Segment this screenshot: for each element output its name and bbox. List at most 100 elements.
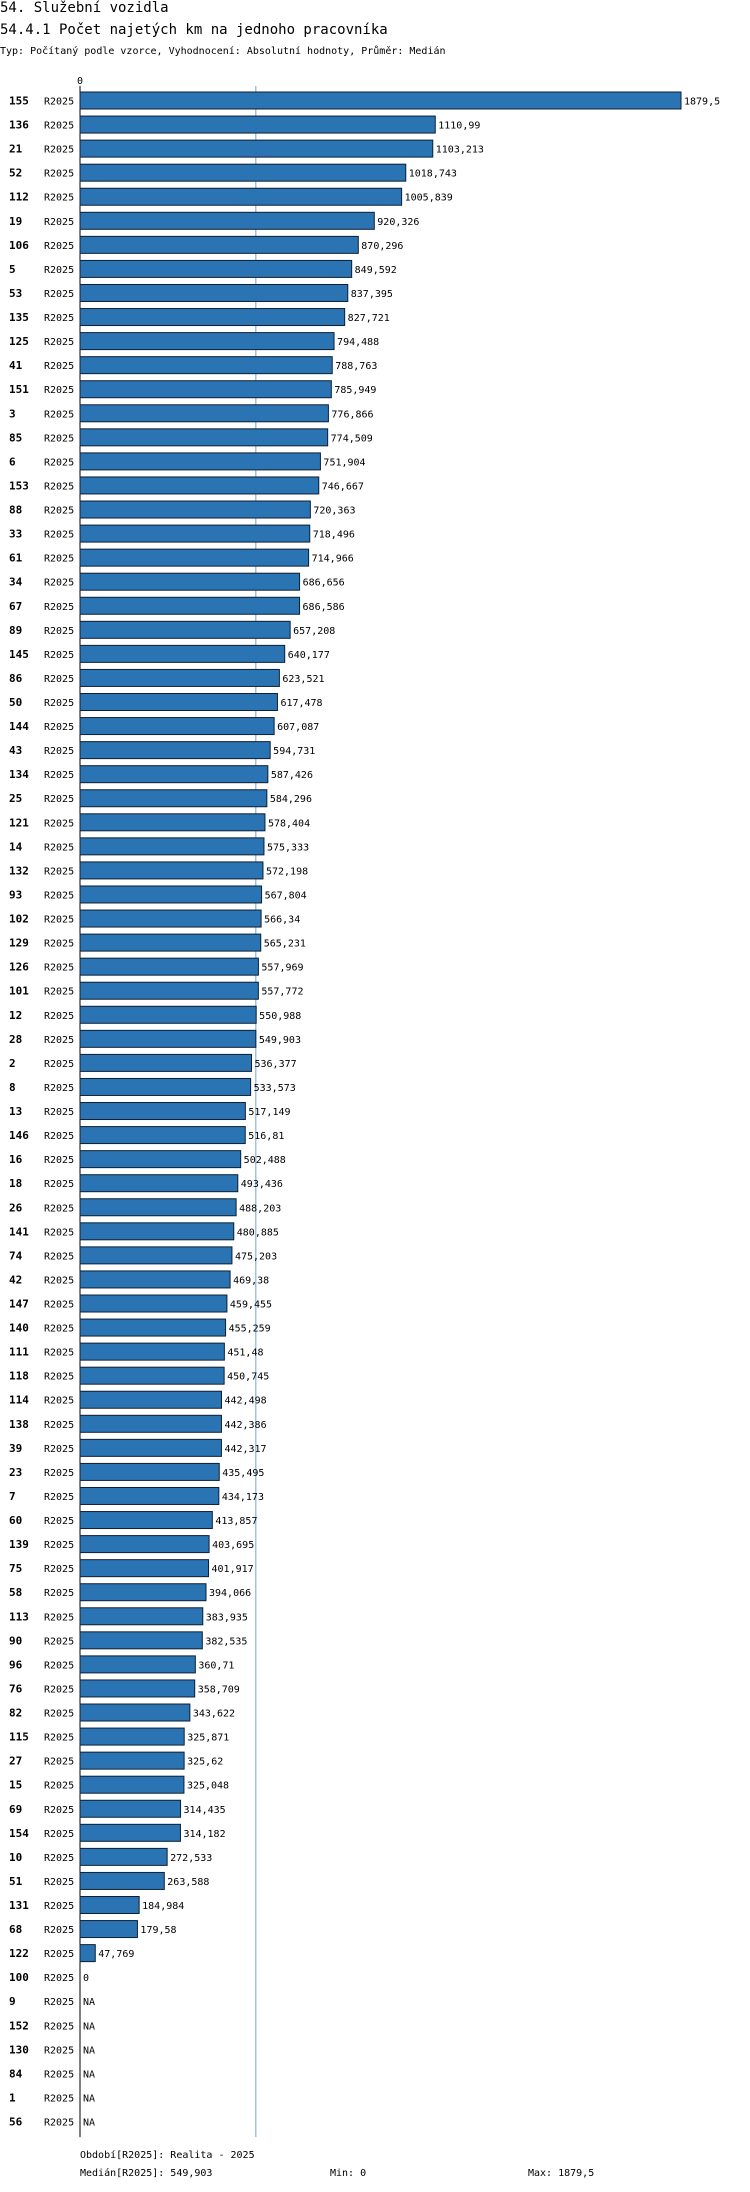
series-label: R2025 bbox=[44, 313, 74, 324]
bar bbox=[79, 693, 278, 711]
value-label: 594,731 bbox=[273, 746, 315, 757]
series-label: R2025 bbox=[44, 1179, 74, 1190]
bar bbox=[79, 1029, 257, 1048]
series-label: R2025 bbox=[44, 746, 74, 757]
value-label: 686,586 bbox=[303, 602, 345, 613]
value-label: 788,763 bbox=[335, 361, 377, 372]
bar bbox=[79, 933, 262, 952]
category-label: 111 bbox=[9, 1346, 29, 1359]
series-label: R2025 bbox=[44, 1324, 74, 1335]
bar bbox=[79, 1126, 246, 1145]
category-label: 139 bbox=[9, 1538, 29, 1551]
series-label: R2025 bbox=[44, 1468, 74, 1479]
bar bbox=[79, 1823, 181, 1842]
value-label: 493,436 bbox=[241, 1179, 283, 1190]
category-label: 84 bbox=[9, 2067, 23, 2080]
series-label: R2025 bbox=[44, 2118, 74, 2129]
category-label: 2 bbox=[9, 1057, 16, 1070]
series-label: R2025 bbox=[44, 2021, 74, 2032]
value-label: 382,535 bbox=[205, 1636, 247, 1647]
bar bbox=[79, 1583, 207, 1602]
category-label: 154 bbox=[9, 1827, 29, 1840]
bar bbox=[79, 356, 333, 375]
series-label: R2025 bbox=[44, 963, 74, 974]
category-label: 132 bbox=[9, 864, 29, 877]
series-label: R2025 bbox=[44, 2069, 74, 2080]
value-label: 442,317 bbox=[224, 1444, 266, 1455]
bar bbox=[79, 1871, 165, 1890]
value-label: 572,198 bbox=[266, 866, 308, 877]
series-label: R2025 bbox=[44, 1516, 74, 1527]
category-label: 50 bbox=[9, 696, 22, 709]
series-label: R2025 bbox=[44, 530, 74, 541]
bar bbox=[79, 1174, 239, 1193]
category-label: 61 bbox=[9, 552, 23, 565]
series-label: R2025 bbox=[44, 987, 74, 998]
bar bbox=[79, 1318, 227, 1337]
series-label: R2025 bbox=[44, 1203, 74, 1214]
bar bbox=[79, 1896, 140, 1914]
category-label: 13 bbox=[9, 1105, 22, 1118]
footer-min: Min: 0 bbox=[330, 2168, 367, 2179]
value-label: 442,386 bbox=[224, 1420, 266, 1431]
category-label: 85 bbox=[9, 431, 22, 444]
series-label: R2025 bbox=[44, 818, 74, 829]
bar bbox=[79, 1751, 185, 1770]
category-label: 28 bbox=[9, 1033, 22, 1046]
category-label: 114 bbox=[9, 1394, 29, 1407]
series-label: R2025 bbox=[44, 169, 74, 180]
value-label: 442,498 bbox=[224, 1396, 266, 1407]
series-label: R2025 bbox=[44, 1877, 74, 1888]
series-label: R2025 bbox=[44, 289, 74, 300]
series-label: R2025 bbox=[44, 626, 74, 637]
bar bbox=[79, 1270, 231, 1289]
value-label: NA bbox=[83, 2069, 95, 2080]
value-label: 517,149 bbox=[248, 1107, 290, 1118]
value-label: 435,495 bbox=[222, 1468, 264, 1479]
footer-median: Medián[R2025]: 549,903 bbox=[80, 2168, 213, 2179]
series-label: R2025 bbox=[44, 1733, 74, 1744]
bar bbox=[79, 717, 275, 736]
value-label: NA bbox=[83, 2045, 95, 2056]
series-label: R2025 bbox=[44, 409, 74, 420]
category-label: 122 bbox=[9, 1947, 29, 1960]
bar bbox=[79, 259, 353, 278]
value-label: 785,949 bbox=[334, 385, 376, 396]
bar bbox=[79, 428, 329, 447]
value-label: 533,573 bbox=[254, 1083, 296, 1094]
value-label: 480,885 bbox=[237, 1227, 279, 1238]
category-label: 7 bbox=[9, 1490, 16, 1503]
value-label: 516,81 bbox=[248, 1131, 284, 1142]
category-label: 141 bbox=[9, 1225, 29, 1238]
bar bbox=[79, 1102, 246, 1121]
series-label: R2025 bbox=[44, 1155, 74, 1166]
category-label: 136 bbox=[9, 119, 29, 132]
series-label: R2025 bbox=[44, 433, 74, 444]
category-label: 135 bbox=[9, 311, 29, 324]
category-label: 100 bbox=[9, 1971, 29, 1984]
bar bbox=[79, 837, 265, 856]
bar bbox=[79, 861, 264, 880]
bar bbox=[79, 1150, 242, 1169]
category-label: 26 bbox=[9, 1201, 23, 1214]
category-label: 52 bbox=[9, 167, 22, 180]
series-label: R2025 bbox=[44, 1444, 74, 1455]
category-label: 152 bbox=[9, 2019, 29, 2032]
series-label: R2025 bbox=[44, 1781, 74, 1792]
series-label: R2025 bbox=[44, 1540, 74, 1551]
category-label: 112 bbox=[9, 191, 29, 204]
bar bbox=[79, 332, 335, 351]
series-label: R2025 bbox=[44, 866, 74, 877]
series-label: R2025 bbox=[44, 770, 74, 781]
footer-max: Max: 1879,5 bbox=[528, 2168, 595, 2179]
axis-zero-label: 0 bbox=[77, 76, 83, 87]
bar bbox=[79, 1559, 210, 1578]
category-label: 151 bbox=[9, 383, 29, 396]
series-label: R2025 bbox=[44, 578, 74, 589]
bar bbox=[79, 1053, 253, 1072]
category-label: 76 bbox=[9, 1682, 23, 1695]
series-label: R2025 bbox=[44, 1709, 74, 1720]
value-label: 751,904 bbox=[323, 457, 365, 468]
category-label: 60 bbox=[9, 1514, 22, 1527]
